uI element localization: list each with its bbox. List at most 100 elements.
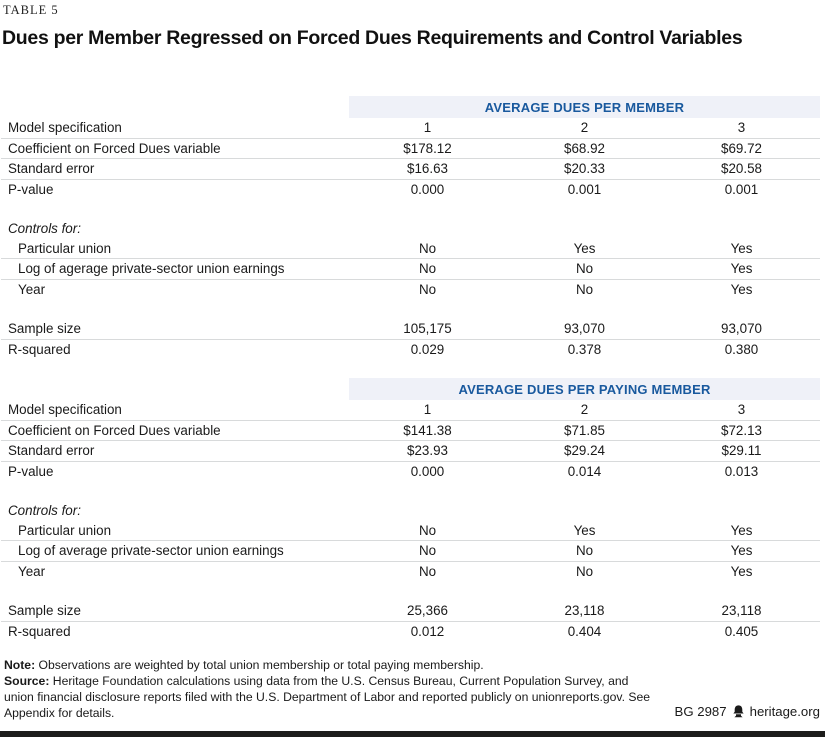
row-value: 0.404 [567,623,602,639]
table-row: Year No No Yes [1,280,820,300]
row-value: No [575,563,594,579]
table-number-label: TABLE 5 [3,3,59,17]
row-value: Yes [730,261,753,277]
table-row: Sample size 25,366 23,118 23,118 [1,601,820,622]
table-row: Standard error $23.93 $29.24 $29.11 [1,441,820,462]
row-value: $16.63 [407,161,448,177]
table-row: Coefficient on Forced Dues variable $178… [1,139,820,160]
row-value: 25,366 [407,603,448,619]
table-row: Year No No Yes [1,562,820,582]
row-value: Yes [730,240,753,256]
row-label: Coefficient on Forced Dues variable [8,140,221,156]
row-value [663,501,820,521]
table-header-label: AVERAGE DUES PER MEMBER [484,99,685,115]
table-row: Particular union No Yes Yes [1,521,820,542]
row-label: Log of average private-sector union earn… [18,543,284,559]
row-value: 3 [737,120,746,135]
row-value: $141.38 [403,422,452,438]
row-label: P-value [8,181,54,197]
note-text: Observations are weighted by total union… [35,658,484,672]
source-line: Source: Heritage Foundation calculations… [4,673,654,721]
row-value [663,219,820,239]
table-row: Standard error $16.63 $20.33 $20.58 [1,159,820,180]
row-value: $178.12 [403,140,452,156]
note-label: Note: [4,658,36,672]
row-label: Controls for: [8,503,81,519]
table-row: P-value 0.000 0.001 0.001 [1,180,820,200]
row-value: Yes [573,240,596,256]
footnotes: Note: Observations are weighted by total… [4,657,654,721]
row-label: Particular union [18,522,112,538]
row-value: $69.72 [721,140,762,156]
row-label: Particular union [18,240,112,256]
row-spacer [1,199,820,219]
row-value: $72.13 [721,422,762,438]
row-label: P-value [8,463,54,479]
row-value: Yes [730,281,753,297]
row-value: No [418,281,437,297]
row-value: Yes [573,522,596,538]
row-value: Yes [730,543,753,559]
row-label: Year [18,281,46,297]
table-gap [1,359,820,378]
source-label: Source: [4,674,50,688]
row-label: Year [18,563,46,579]
row-value: 0.012 [410,623,445,639]
row-value: 0.405 [724,623,759,639]
row-label: Sample size [8,320,81,336]
row-spacer [1,581,820,601]
row-value: 0.014 [567,463,602,479]
row-value: 2 [580,120,589,135]
row-label: Coefficient on Forced Dues variable [8,422,221,438]
row-value: $29.11 [721,443,762,459]
row-value: $71.85 [564,422,605,438]
row-label: Sample size [8,603,81,619]
footer-branding: BG 2987 heritage.org [675,704,820,719]
row-value: 3 [737,402,746,418]
table-row: Log of average private-sector union earn… [1,541,820,562]
row-value [349,501,506,521]
row-value: No [418,522,437,538]
document-id: BG 2987 [674,704,727,719]
regression-tables: AVERAGE DUES PER MEMBER Model specificat… [1,96,820,641]
row-value: 0.001 [567,181,602,197]
note-line: Note: Observations are weighted by total… [4,657,654,673]
row-spacer [1,299,820,319]
row-value: 105,175 [403,320,452,336]
bottom-rule-bar [0,731,825,737]
website-link[interactable]: heritage.org [749,704,820,719]
row-value: $23.93 [407,443,448,459]
row-value: Yes [730,563,753,579]
table-average-dues-per-paying-member: AVERAGE DUES PER PAYING MEMBER Model spe… [1,378,820,641]
table-row: Controls for: [1,501,820,521]
row-value: No [575,281,594,297]
table-row: Controls for: [1,219,820,239]
table-row: Log of agerage private-sector union earn… [1,259,820,280]
table-row: Model specification 1 2 3 [1,400,820,421]
row-value: 0.378 [567,341,602,357]
table-row: Coefficient on Forced Dues variable $141… [1,421,820,442]
table-header-label: AVERAGE DUES PER PAYING MEMBER [458,381,711,397]
table-row: Particular union No Yes Yes [1,239,820,260]
row-value: No [418,261,437,277]
row-value: 1 [423,120,432,135]
table-row: R-squared 0.029 0.378 0.380 [1,340,820,360]
row-value: 23,118 [721,603,762,619]
row-label: Log of agerage private-sector union earn… [18,261,285,277]
row-label: Standard error [8,161,95,177]
table-row: Model specification 1 2 3 [1,118,820,139]
row-label: R-squared [8,623,71,639]
source-text: Heritage Foundation calculations using d… [4,674,651,720]
row-label: Controls for: [8,220,81,236]
row-value: No [418,543,437,559]
row-label: Model specification [8,120,122,135]
page-title: Dues per Member Regressed on Forced Dues… [2,27,743,49]
row-value: 23,118 [564,603,605,619]
row-label: Model specification [8,402,122,418]
row-value: 0.013 [724,463,759,479]
row-value: 0.000 [410,463,445,479]
table-header-band: AVERAGE DUES PER PAYING MEMBER [349,378,820,401]
row-value: No [418,563,437,579]
row-value: 1 [423,402,432,418]
